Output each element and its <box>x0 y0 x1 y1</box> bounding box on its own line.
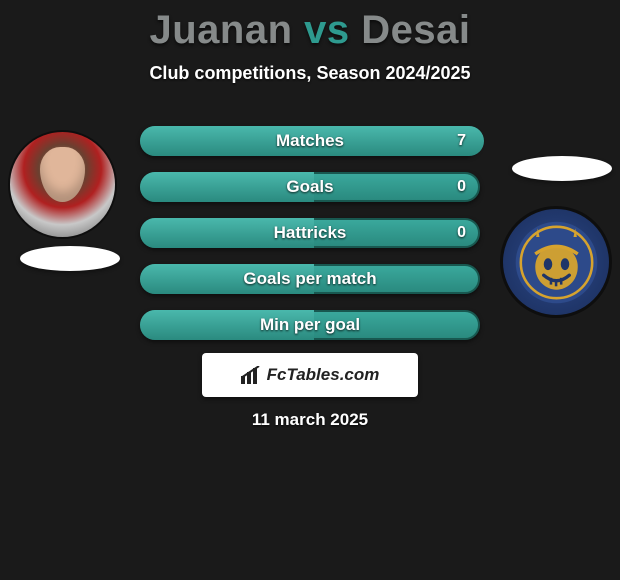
infographic-root: Juanan vs Desai Club competitions, Seaso… <box>0 0 620 580</box>
title-player1: Juanan <box>149 8 292 52</box>
chennaiyin-fc-badge-icon <box>514 220 599 305</box>
subtitle: Club competitions, Season 2024/2025 <box>0 63 620 84</box>
stat-row: Goals0 <box>140 172 480 202</box>
date-label: 11 march 2025 <box>0 410 620 430</box>
stat-value: 0 <box>457 174 466 200</box>
stat-row: Goals per match <box>140 264 480 294</box>
stat-label: Goals <box>142 174 478 200</box>
stat-value: 7 <box>457 128 466 154</box>
stat-bars: Matches7Goals0Hattricks0Goals per matchM… <box>140 126 480 356</box>
stat-row: Min per goal <box>140 310 480 340</box>
stat-label: Goals per match <box>142 266 478 292</box>
stat-value: 0 <box>457 220 466 246</box>
brand-label: FcTables.com <box>267 365 380 385</box>
stat-label: Hattricks <box>142 220 478 246</box>
stat-row: Hattricks0 <box>140 218 480 248</box>
stat-label: Matches <box>142 128 478 154</box>
title-vs: vs <box>304 8 350 52</box>
brand-link[interactable]: FcTables.com <box>241 365 380 385</box>
title-player2: Desai <box>361 8 470 52</box>
player2-avatar-ellipse <box>512 156 612 181</box>
page-title: Juanan vs Desai <box>0 0 620 53</box>
stat-label: Min per goal <box>142 312 478 338</box>
stat-row: Matches7 <box>140 126 480 156</box>
player1-avatar <box>8 130 117 239</box>
player1-club-ellipse <box>20 246 120 271</box>
player2-club-badge <box>500 206 612 318</box>
bar-chart-icon <box>241 366 263 384</box>
brand-box[interactable]: FcTables.com <box>202 353 418 397</box>
